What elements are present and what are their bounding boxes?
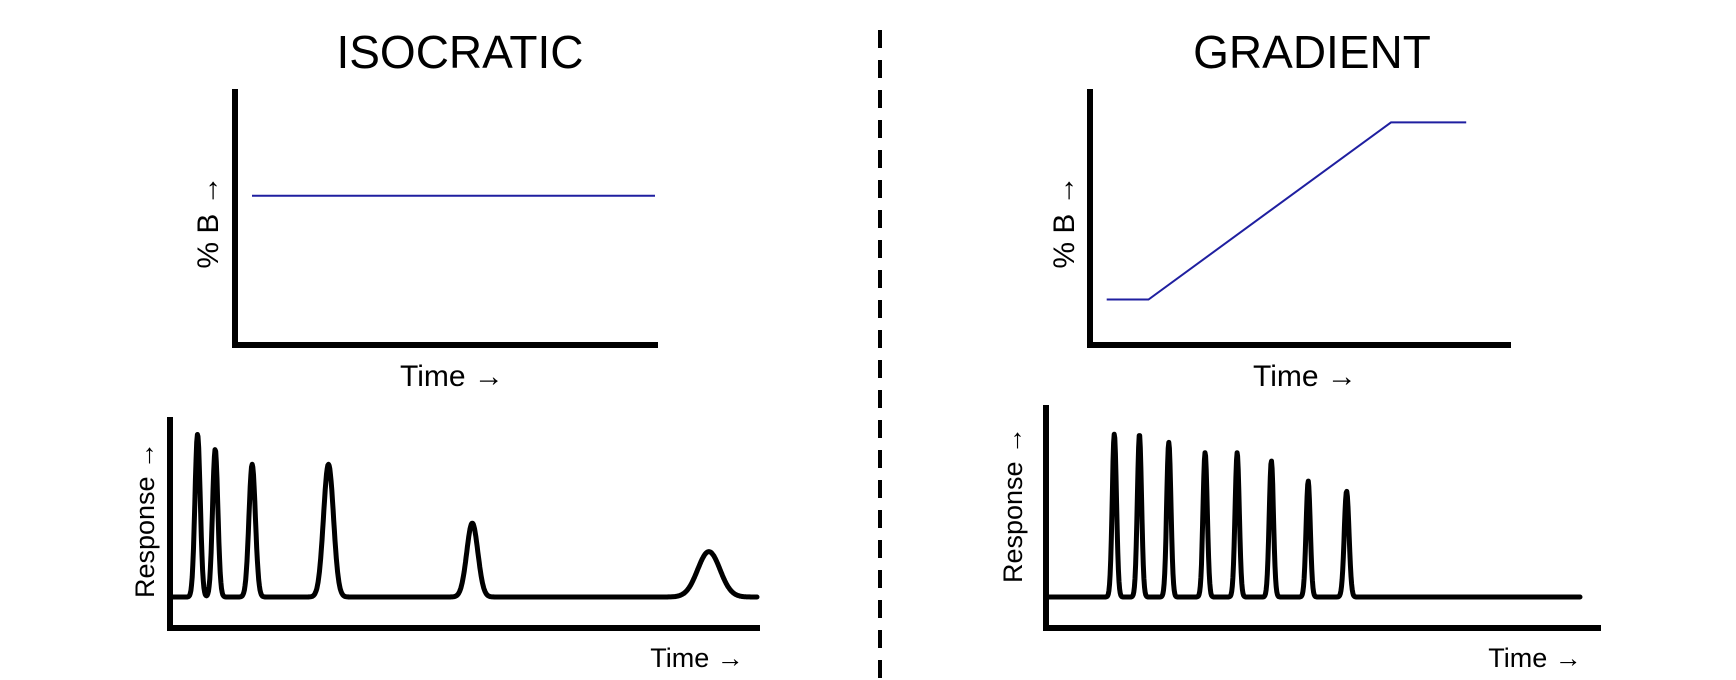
isocratic-title: ISOCRATIC: [336, 26, 583, 78]
gradient-chromatogram-ylabel: Response →: [998, 427, 1028, 583]
gradient-chromatogram: Response → Time →: [998, 405, 1601, 673]
isocratic-chromatogram: Response → Time →: [130, 417, 760, 673]
isocratic-profile-axes: [232, 89, 658, 348]
isocratic-chromatogram-axes: [167, 417, 760, 631]
gradient-profile-chart: % B → Time →: [1048, 89, 1511, 393]
isocratic-profile-chart: % B → Time →: [192, 89, 658, 393]
isocratic-profile-xlabel: Time →: [400, 360, 504, 393]
gradient-title: GRADIENT: [1193, 26, 1431, 78]
gradient-panel: GRADIENT % B → Time → Response → Time →: [998, 26, 1601, 673]
gradient-profile-axes: [1087, 89, 1511, 348]
gradient-profile-xlabel: Time →: [1253, 360, 1357, 393]
gradient-chromatogram-trace: [1043, 431, 1583, 600]
isocratic-profile-ylabel: % B →: [192, 175, 225, 268]
isocratic-chromatogram-xlabel: Time →: [650, 643, 744, 673]
isocratic-chromatogram-ylabel: Response →: [130, 442, 160, 598]
gradient-percent-b-line: [1106, 121, 1467, 301]
gradient-chromatogram-axes: [1043, 405, 1601, 631]
isocratic-panel: ISOCRATIC % B → Time → Response → Time →: [130, 26, 760, 673]
gradient-profile-ylabel: % B →: [1048, 175, 1081, 268]
gradient-chromatogram-xlabel: Time →: [1488, 643, 1582, 673]
isocratic-chromatogram-trace: [167, 432, 760, 600]
